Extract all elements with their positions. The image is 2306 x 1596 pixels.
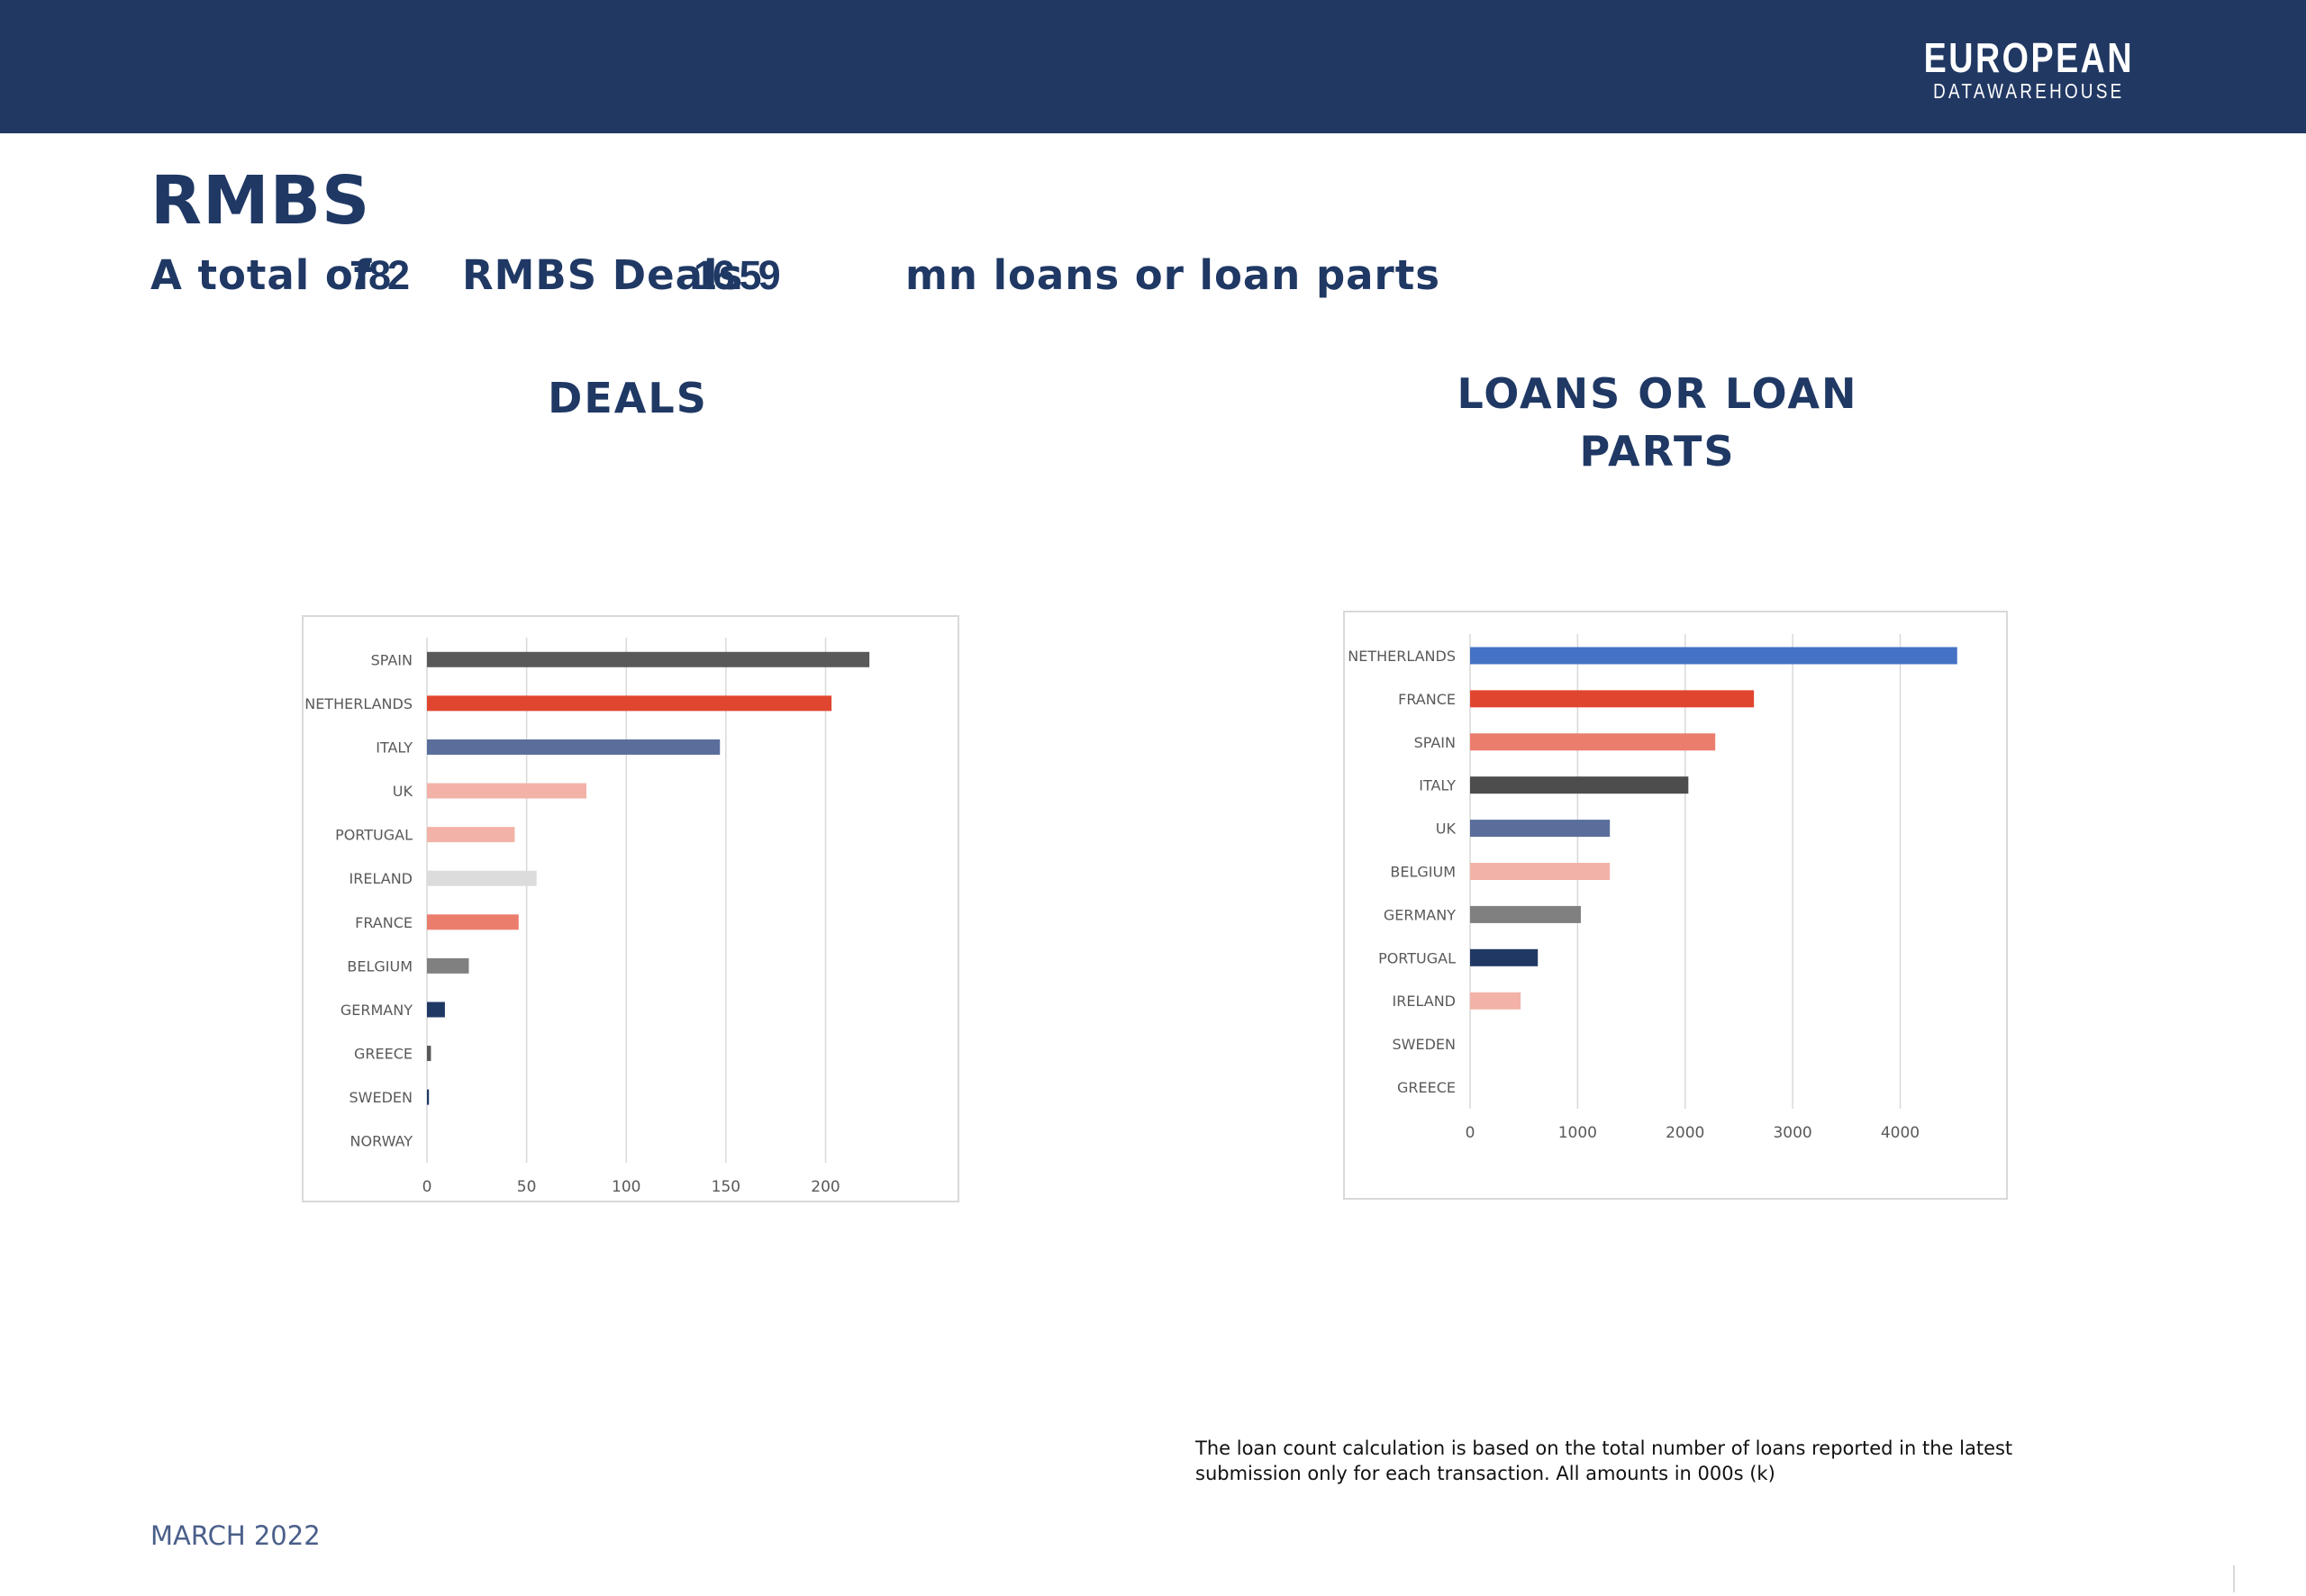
brand-logo: EUROPEAN DATAWAREHOUSE bbox=[1901, 36, 2157, 103]
deals-chart-title: DEALS bbox=[548, 374, 708, 422]
loans-bar-chart: 0 1000 2000 3000 4000 NETHERLANDS FRANCE SPAIN I… bbox=[1343, 611, 2008, 1200]
y-category-label: FRANCE bbox=[1398, 691, 1456, 708]
subtitle-middle: RMBS Deals bbox=[462, 251, 744, 299]
bar bbox=[1470, 690, 1755, 708]
x-tick-label: 1000 bbox=[1558, 1124, 1597, 1142]
deals-chart-svg: 0 50 100 150 200 SPAIN NETHERLANDS ITALY UK PORTU… bbox=[304, 638, 870, 1196]
y-category-label: SPAIN bbox=[1414, 734, 1456, 751]
y-category-label: BELGIUM bbox=[1390, 864, 1456, 881]
x-tick-label: 4000 bbox=[1881, 1124, 1920, 1142]
x-tick-label: 150 bbox=[712, 1178, 740, 1196]
bar bbox=[427, 695, 832, 712]
y-category-label: BELGIUM bbox=[347, 957, 413, 975]
y-category-label: ITALY bbox=[1419, 777, 1456, 794]
brand-logo-line2: DATAWAREHOUSE bbox=[1933, 79, 2125, 103]
bar bbox=[1470, 647, 1957, 665]
bar bbox=[427, 870, 537, 886]
bar bbox=[427, 1002, 445, 1018]
y-category-label: NETHERLANDS bbox=[304, 695, 413, 712]
subtitle-suffix: mn loans or loan parts bbox=[905, 251, 1441, 299]
y-category-label: FRANCE bbox=[355, 914, 413, 931]
footnote: The loan count calculation is based on t… bbox=[1195, 1437, 2013, 1484]
bar bbox=[427, 1046, 431, 1062]
subtitle-prefix: A total of bbox=[150, 251, 373, 299]
y-category-label: SPAIN bbox=[371, 651, 413, 668]
y-category-label: UK bbox=[393, 783, 413, 800]
y-category-label: NETHERLANDS bbox=[1348, 648, 1456, 665]
x-tick-label: 3000 bbox=[1773, 1124, 1811, 1142]
y-category-label: PORTUGAL bbox=[335, 827, 413, 844]
x-tick-label: 100 bbox=[612, 1178, 640, 1196]
x-tick-label: 200 bbox=[811, 1178, 840, 1196]
y-category-label: GERMANY bbox=[1384, 906, 1456, 923]
deals-bar-chart: 0 50 100 150 200 SPAIN NETHERLANDS ITALY UK PORTU… bbox=[302, 615, 959, 1202]
subtitle-loans-count: 16.59 bbox=[694, 252, 781, 298]
y-category-label: IRELAND bbox=[1393, 993, 1456, 1010]
bar bbox=[1470, 733, 1716, 751]
bar bbox=[427, 957, 469, 974]
bar bbox=[1470, 948, 1539, 966]
bar bbox=[427, 1089, 430, 1105]
x-tick-label: 0 bbox=[422, 1178, 432, 1196]
bar bbox=[427, 651, 870, 667]
x-tick-label: 50 bbox=[517, 1178, 537, 1196]
loans-chart-title: LOANS OR LOAN PARTS bbox=[1457, 369, 1858, 476]
x-tick-label: 2000 bbox=[1666, 1124, 1704, 1142]
bar bbox=[1470, 992, 1521, 1010]
report-date: MARCH 2022 bbox=[150, 1520, 321, 1551]
x-tick-label: 0 bbox=[1466, 1124, 1475, 1142]
y-category-label: PORTUGAL bbox=[1378, 949, 1456, 966]
bar bbox=[427, 827, 515, 843]
bar bbox=[1470, 905, 1581, 923]
subtitle-deals-count: 782 bbox=[350, 252, 410, 298]
bar bbox=[1470, 776, 1689, 794]
bar bbox=[1470, 863, 1611, 880]
loans-chart-svg: 0 1000 2000 3000 4000 NETHERLANDS FRANCE SPAIN I… bbox=[1348, 634, 1957, 1142]
brand-logo-line1: EUROPEAN bbox=[1923, 34, 2135, 81]
bar bbox=[1470, 820, 1611, 838]
bar bbox=[427, 783, 586, 799]
page-title: RMBS bbox=[150, 162, 371, 240]
bar bbox=[427, 914, 519, 930]
y-category-label: SWEDEN bbox=[1393, 1036, 1456, 1053]
y-category-label: IRELAND bbox=[350, 870, 413, 887]
y-category-label: GREECE bbox=[354, 1046, 413, 1063]
top-banner: EUROPEAN DATAWAREHOUSE bbox=[0, 0, 2306, 133]
y-category-label: GERMANY bbox=[340, 1002, 413, 1019]
y-category-label: ITALY bbox=[376, 739, 413, 756]
bar bbox=[427, 739, 721, 755]
y-category-label: UK bbox=[1436, 821, 1457, 838]
y-category-label: SWEDEN bbox=[350, 1089, 413, 1106]
y-category-label: NORWAY bbox=[350, 1133, 413, 1150]
y-category-label: GREECE bbox=[1397, 1079, 1456, 1096]
page-edge-marker bbox=[2233, 1565, 2235, 1592]
